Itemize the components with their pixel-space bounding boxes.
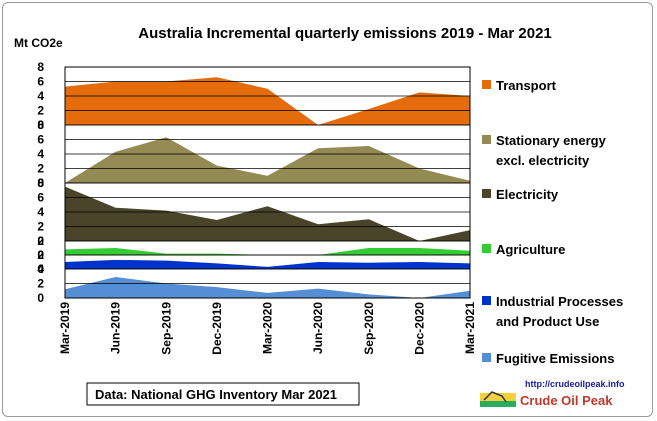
y-tick-label: 2	[37, 162, 44, 176]
area-series-5	[65, 277, 470, 298]
x-tick-label: Mar-2019	[58, 302, 72, 354]
y-tick-label: 0	[37, 176, 44, 190]
y-tick-label: 2	[37, 277, 44, 291]
logo-url: http://crudeoilpeak.info	[525, 379, 625, 389]
plot-area	[64, 66, 471, 299]
legend-label: Electricity	[496, 187, 559, 202]
y-tick-label: 0	[37, 248, 44, 262]
x-tick-label: Jun-2020	[311, 302, 325, 354]
y-tick-label: 2	[37, 220, 44, 234]
area-series-0	[65, 77, 470, 125]
legend: Transport Stationary energy excl. electric…	[482, 78, 623, 366]
source-note-text: Data: National GHG Inventory Mar 2021	[95, 387, 337, 402]
y-tick-label: 4	[37, 147, 44, 161]
plot-border	[64, 66, 471, 299]
x-tick-labels: Mar-2019 Jun-2019 Sep-2019 Dec-2019 Mar-2020…	[58, 302, 477, 355]
x-tick-label: Mar-2021	[463, 302, 477, 354]
y-tick-label: 6	[37, 133, 44, 147]
legend-label: Stationary energy	[496, 133, 607, 148]
legend-swatch	[482, 80, 491, 89]
legend-label: Fugitive Emissions	[496, 351, 614, 366]
source-note: Data: National GHG Inventory Mar 2021	[86, 382, 360, 406]
y-tick-label: 6	[37, 75, 44, 89]
legend-swatch	[482, 296, 491, 305]
legend-label: Agriculture	[496, 242, 565, 257]
y-tick-label: 0	[37, 234, 44, 248]
area-series-2	[65, 186, 470, 241]
x-tick-label: Dec-2020	[412, 302, 426, 355]
legend-label: Transport	[496, 78, 557, 93]
y-tick-label: 6	[37, 191, 44, 205]
y-tick-label: 8	[37, 60, 44, 74]
legend-label: excl. electricity	[496, 153, 590, 168]
legend-label: Industrial Processes	[496, 294, 623, 309]
legend-swatch	[482, 189, 491, 198]
y-tick-label: 0	[37, 291, 44, 305]
y-tick-label: 8	[37, 118, 44, 132]
y-tick-label: 0	[37, 262, 44, 276]
y-tick-label: 0	[37, 118, 44, 132]
legend-label: and Product Use	[496, 314, 599, 329]
y-tick-label: 8	[37, 176, 44, 190]
y-tick-label: 4	[37, 89, 44, 103]
legend-swatch	[482, 353, 491, 362]
x-tick-label: Jun-2019	[109, 302, 123, 354]
y-tick-label: 4	[37, 205, 44, 219]
logo: http://crudeoilpeak.info Crude Oil Peak	[480, 379, 625, 408]
y-tick-label: 4	[37, 262, 44, 276]
y-tick-label: 2	[37, 234, 44, 248]
area-series-4	[65, 259, 470, 269]
area-series-3	[65, 248, 470, 255]
logo-pumpjack-icon	[480, 391, 516, 407]
y-axis-label: Mt CO2e	[14, 36, 63, 50]
x-tick-label: Sep-2019	[159, 302, 173, 355]
x-tick-label: Sep-2020	[362, 302, 376, 355]
y-tick-label: 2	[37, 104, 44, 118]
legend-swatch	[482, 135, 491, 144]
area-series-1	[65, 137, 470, 183]
x-tick-label: Mar-2020	[261, 302, 275, 354]
logo-name: Crude Oil Peak	[520, 393, 613, 408]
x-tick-label: Dec-2019	[210, 302, 224, 355]
chart-title: Australia Incremental quarterly emission…	[138, 25, 552, 42]
legend-swatch	[482, 244, 491, 253]
y-tick-label: 2	[37, 248, 44, 262]
